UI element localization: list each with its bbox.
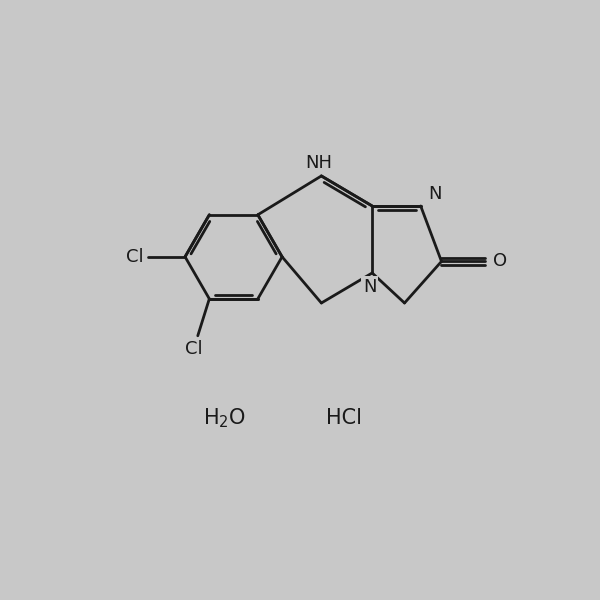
- Text: H$_2$O: H$_2$O: [203, 407, 246, 430]
- Text: HCl: HCl: [326, 409, 362, 428]
- Text: Cl: Cl: [127, 248, 144, 266]
- Text: N: N: [429, 185, 442, 203]
- Text: O: O: [493, 253, 507, 271]
- Text: NH: NH: [305, 154, 332, 172]
- Text: N: N: [363, 278, 377, 296]
- Text: Cl: Cl: [185, 340, 203, 358]
